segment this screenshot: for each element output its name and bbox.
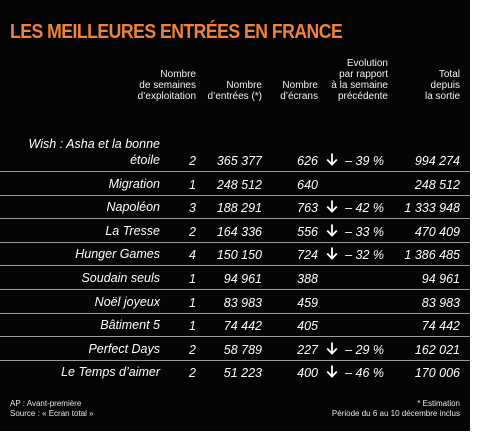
screens-count: 405 xyxy=(297,319,318,334)
table-row: La Tresse 2 164 336 556 – 33 % 470 409 xyxy=(0,219,470,243)
table-row: Le Temps d’aimer 2 51 223 400 – 46 % 170 006 xyxy=(0,361,470,384)
weeks-count: 1 xyxy=(189,177,196,192)
film-title: Hunger Games xyxy=(75,247,160,262)
screens-count: 388 xyxy=(297,271,318,286)
header-entries: Nombre d’entrées (*) xyxy=(207,80,262,102)
footnote-source: Source : « Ecran total » xyxy=(10,409,94,418)
footnote-ap: AP : Avant-première xyxy=(10,399,82,408)
total-entries: 94 961 xyxy=(421,271,460,286)
entries-count: 164 336 xyxy=(216,224,262,239)
header-screens: Nombre d’écrans xyxy=(280,80,318,102)
film-title: Wish : Asha et la bonne étoile xyxy=(28,137,160,167)
film-title: Migration xyxy=(108,176,160,191)
weeks-count: 1 xyxy=(189,319,196,334)
screens-count: 227 xyxy=(297,342,318,357)
evolution-value: – 46 % xyxy=(345,366,384,381)
film-title: Noël joyeux xyxy=(94,294,160,309)
evolution-value: – 32 % xyxy=(345,248,384,263)
ranking-table: Wish : Asha et la bonne étoile 2 365 377 62… xyxy=(0,127,470,383)
table-row: Perfect Days 2 58 789 227 – 29 % 162 021 xyxy=(0,337,470,361)
arrow-down-icon xyxy=(326,247,338,261)
weeks-count: 1 xyxy=(189,271,196,286)
arrow-down-icon xyxy=(326,153,338,166)
total-entries: 162 021 xyxy=(414,342,460,357)
table-title: LES MEILLEURES ENTRÉES EN FRANCE xyxy=(10,20,343,43)
entries-count: 248 512 xyxy=(216,177,262,192)
film-title: La Tresse xyxy=(105,223,160,238)
table-row: Soudain seuls 1 94 961 388 94 961 xyxy=(0,266,470,290)
header-evolution: Evolution par rapport à la semaine précé… xyxy=(331,58,388,102)
screens-count: 400 xyxy=(297,366,318,381)
weeks-count: 4 xyxy=(189,248,196,263)
header-total: Total depuis la sortie xyxy=(424,69,460,102)
weeks-count: 1 xyxy=(189,295,196,310)
arrow-down-icon xyxy=(326,200,338,214)
evolution-value: – 42 % xyxy=(345,201,384,216)
total-entries: 170 006 xyxy=(414,366,460,381)
weeks-count: 2 xyxy=(189,366,196,381)
arrow-down-icon xyxy=(326,365,338,379)
entries-count: 51 223 xyxy=(223,366,262,381)
screens-count: 640 xyxy=(297,177,318,192)
footnote-estimation: * Estimation xyxy=(417,399,460,408)
total-entries: 83 983 xyxy=(421,295,460,310)
screens-count: 626 xyxy=(297,154,318,168)
film-title: Napoléon xyxy=(106,200,160,215)
table-row: Bâtiment 5 1 74 442 405 74 442 xyxy=(0,314,470,338)
total-entries: 248 512 xyxy=(414,177,460,192)
screens-count: 724 xyxy=(297,248,318,263)
total-entries: 994 274 xyxy=(414,154,460,168)
table-row: Wish : Asha et la bonne étoile 2 365 377 62… xyxy=(0,127,470,172)
total-entries: 1 386 485 xyxy=(404,248,460,263)
total-entries: 74 442 xyxy=(421,319,460,334)
film-title: Soudain seuls xyxy=(81,270,160,285)
screens-count: 763 xyxy=(297,201,318,216)
table-row: Napoléon 3 188 291 763 – 42 % 1 333 948 xyxy=(0,196,470,220)
evolution-value: – 39 % xyxy=(345,154,384,168)
table-row: Noël joyeux 1 83 983 459 83 983 xyxy=(0,290,470,314)
arrow-down-icon xyxy=(326,224,338,237)
weeks-count: 3 xyxy=(189,201,196,216)
screens-count: 556 xyxy=(297,224,318,239)
arrow-down-icon xyxy=(326,342,338,355)
entries-count: 150 150 xyxy=(216,248,262,263)
table-row: Hunger Games 4 150 150 724 – 32 % 1 386 485 xyxy=(0,243,470,267)
table-row: Migration 1 248 512 640 248 512 xyxy=(0,172,470,196)
film-title: Le Temps d’aimer xyxy=(61,365,160,380)
screens-count: 459 xyxy=(297,295,318,310)
film-title: Bâtiment 5 xyxy=(100,318,160,333)
weeks-count: 2 xyxy=(189,154,196,168)
entries-count: 58 789 xyxy=(223,342,262,357)
film-title: Perfect Days xyxy=(88,341,160,356)
header-weeks: Nombre de semaines d’exploitation xyxy=(137,69,196,102)
weeks-count: 2 xyxy=(189,224,196,239)
footnote-period: Période du 6 au 10 décembre inclus xyxy=(331,409,460,418)
evolution-value: – 33 % xyxy=(345,224,384,239)
entries-count: 74 442 xyxy=(223,319,262,334)
entries-count: 94 961 xyxy=(223,271,262,286)
evolution-value: – 29 % xyxy=(345,342,384,357)
entries-count: 188 291 xyxy=(216,201,262,216)
entries-count: 83 983 xyxy=(223,295,262,310)
entries-count: 365 377 xyxy=(216,154,262,168)
total-entries: 470 409 xyxy=(414,224,460,239)
weeks-count: 2 xyxy=(189,342,196,357)
total-entries: 1 333 948 xyxy=(404,201,460,216)
